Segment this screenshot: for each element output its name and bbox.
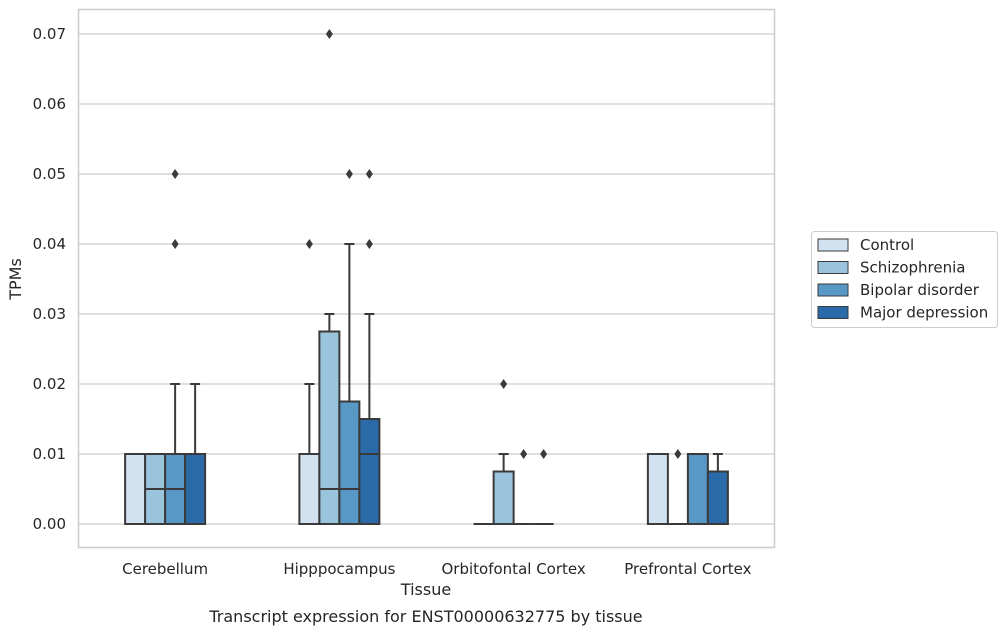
- box-body: [318, 330, 341, 525]
- box-group: [124, 453, 147, 525]
- box-body: [358, 418, 381, 525]
- box-body: [492, 470, 515, 525]
- box-group: [358, 169, 381, 525]
- legend: Control Schizophrenia Bipolar disorder Majo…: [811, 231, 998, 328]
- y-tick-labels: 0.00 0.01 0.02 0.03 0.04 0.05 0.06 0.07: [33, 25, 66, 533]
- outlier-point: [325, 29, 333, 39]
- y-tick-label: 0.04: [33, 235, 66, 253]
- outlier-point: [674, 449, 682, 459]
- legend-frame: [811, 231, 998, 328]
- outlier-point: [365, 169, 373, 179]
- legend-swatch: [817, 283, 849, 297]
- outlier-point: [540, 449, 548, 459]
- box-group: [164, 169, 187, 525]
- outlier-point: [345, 169, 353, 179]
- x-tick-label: Prefrontal Cortex: [624, 560, 751, 578]
- y-tick-label: 0.06: [33, 95, 66, 113]
- legend-swatch: [817, 261, 849, 274]
- box-body: [706, 470, 729, 525]
- outlier-point: [520, 449, 528, 459]
- legend-swatch: [817, 306, 849, 319]
- box-body: [298, 453, 321, 525]
- box-group: [492, 379, 515, 525]
- legend-swatch: [817, 238, 849, 252]
- y-axis-label: TPMs: [6, 258, 25, 301]
- legend-entry-label: Schizophrenia: [860, 259, 965, 277]
- box-body: [646, 453, 669, 525]
- x-tick-label: Orbitofontal Cortex: [442, 560, 586, 578]
- box-group: [513, 449, 534, 525]
- y-tick-label: 0.01: [33, 445, 66, 463]
- legend-entry-label: Control: [860, 236, 914, 254]
- box-group: [318, 29, 341, 525]
- outlier-point: [365, 239, 373, 249]
- outlier-point: [500, 379, 508, 389]
- x-tick-label: Cerebellum: [122, 560, 208, 578]
- box-group: [298, 239, 321, 525]
- chart-caption: Transcript expression for ENST0000063277…: [208, 607, 642, 626]
- box-body: [124, 453, 147, 525]
- y-tick-label: 0.00: [33, 515, 66, 533]
- x-axis-label: Tissue: [400, 580, 451, 599]
- y-tick-label: 0.02: [33, 375, 66, 393]
- outlier-point: [305, 239, 313, 249]
- box-body: [686, 453, 709, 525]
- box-group: [144, 453, 167, 525]
- outlier-point: [171, 169, 179, 179]
- box-group: [533, 449, 554, 525]
- box-body: [184, 453, 207, 525]
- y-tick-label: 0.05: [33, 165, 66, 183]
- legend-entry-label: Bipolar disorder: [860, 281, 980, 299]
- legend-entry-label: Major depression: [860, 304, 988, 322]
- box-group: [338, 169, 361, 525]
- plot-frame: [77, 8, 776, 549]
- box-groups: [124, 29, 729, 525]
- x-tick-labels: Cerebellum Hipppocampus Orbitofontal Corte…: [122, 560, 751, 578]
- grid-lines: [78, 33, 775, 525]
- box-group: [646, 453, 669, 525]
- x-tick-label: Hipppocampus: [283, 560, 395, 578]
- y-tick-label: 0.07: [33, 25, 66, 43]
- outlier-point: [171, 239, 179, 249]
- box-body: [338, 400, 361, 525]
- y-tick-label: 0.03: [33, 305, 66, 323]
- box-group: [686, 453, 709, 525]
- box-group: [706, 453, 729, 525]
- box-group: [184, 383, 207, 525]
- box-group: [667, 449, 688, 525]
